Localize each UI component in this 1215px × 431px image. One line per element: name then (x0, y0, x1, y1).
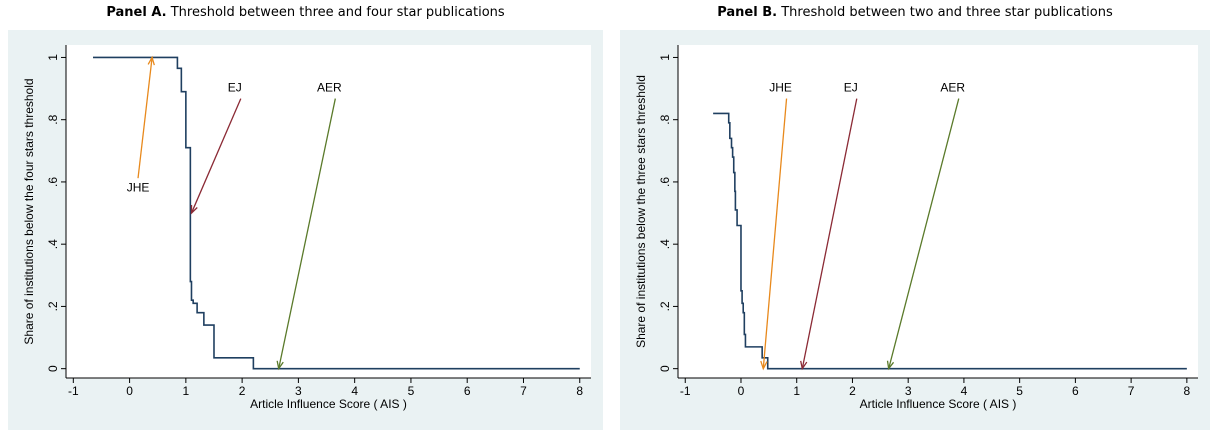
panel-label: Panel A. (106, 5, 166, 20)
panel-title-text: Threshold between three and four star pu… (170, 5, 505, 20)
x-tick-label: 3 (295, 384, 302, 398)
x-tick-label: 7 (1128, 384, 1135, 398)
arrow-head (800, 360, 808, 371)
x-tick-label: 7 (520, 384, 527, 398)
arrow-head (886, 360, 895, 371)
x-tick-label: 4 (961, 384, 968, 398)
annotation-label: JHE (769, 81, 792, 95)
x-tick-label: 8 (576, 384, 583, 398)
y-tick-label: .4 (46, 239, 60, 249)
plot-area (678, 45, 1198, 378)
x-tick-label: 6 (464, 384, 471, 398)
y-tick-label: 1 (658, 54, 672, 61)
y-tick-label: .8 (46, 114, 60, 124)
annotation-arrow (190, 98, 242, 214)
y-tick-label: 0 (658, 365, 672, 372)
y-tick-label: .4 (658, 239, 672, 249)
x-tick-label: 1 (793, 384, 800, 398)
x-tick-label: 3 (905, 384, 912, 398)
x-tick-label: 1 (183, 384, 190, 398)
y-tick-label: .6 (46, 177, 60, 187)
annotation-arrow (137, 57, 153, 179)
x-tick-label: -1 (680, 384, 691, 398)
y-tick-label: .6 (658, 177, 672, 187)
y-axis-label: Share of institutions below the three st… (634, 75, 648, 348)
x-tick-label: 6 (1072, 384, 1079, 398)
plot-area (66, 45, 591, 378)
panel: Panel B. Threshold between two and three… (620, 5, 1210, 430)
annotation-arrow (801, 98, 858, 369)
x-axis-label: Article Influence Score ( AIS ) (250, 397, 407, 411)
y-axis-label: Share of institutions below the four sta… (22, 78, 36, 344)
x-tick-label: 2 (239, 384, 246, 398)
y-tick-label: .8 (658, 114, 672, 124)
annotation-label: AER (317, 81, 342, 95)
x-tick-label: 8 (1184, 384, 1191, 398)
panel-title: Panel B. Threshold between two and three… (717, 5, 1113, 20)
panel: Panel A. Threshold between three and fou… (8, 5, 603, 430)
arrow-head (147, 55, 155, 66)
x-tick-label: 2 (849, 384, 856, 398)
arrow-head (276, 360, 284, 371)
annotation-label: EJ (228, 81, 242, 95)
x-tick-label: 0 (738, 384, 745, 398)
annotation-label: JHE (127, 180, 150, 194)
x-tick-label: 4 (351, 384, 358, 398)
panel-label: Panel B. (717, 5, 777, 20)
panel-title-text: Threshold between two and three star pub… (780, 5, 1113, 20)
annotation-label: EJ (844, 81, 858, 95)
y-tick-label: .2 (46, 301, 60, 311)
y-tick-label: 1 (46, 54, 60, 61)
y-tick-label: 0 (46, 365, 60, 372)
annotation-arrow (762, 98, 788, 369)
panel-title: Panel A. Threshold between three and fou… (106, 5, 505, 20)
x-axis-label: Article Influence Score ( AIS ) (860, 397, 1017, 411)
arrow-head (190, 205, 198, 215)
step-line (713, 112, 1187, 370)
annotation-label: AER (940, 81, 965, 95)
x-tick-label: 5 (1016, 384, 1023, 398)
x-tick-label: 0 (126, 384, 133, 398)
annotation-arrow (278, 98, 336, 369)
arrow-head (760, 360, 768, 371)
y-tick-label: .2 (658, 301, 672, 311)
x-tick-label: -1 (68, 384, 79, 398)
step-line (93, 56, 580, 370)
x-tick-label: 5 (408, 384, 415, 398)
annotation-arrow (888, 98, 960, 369)
